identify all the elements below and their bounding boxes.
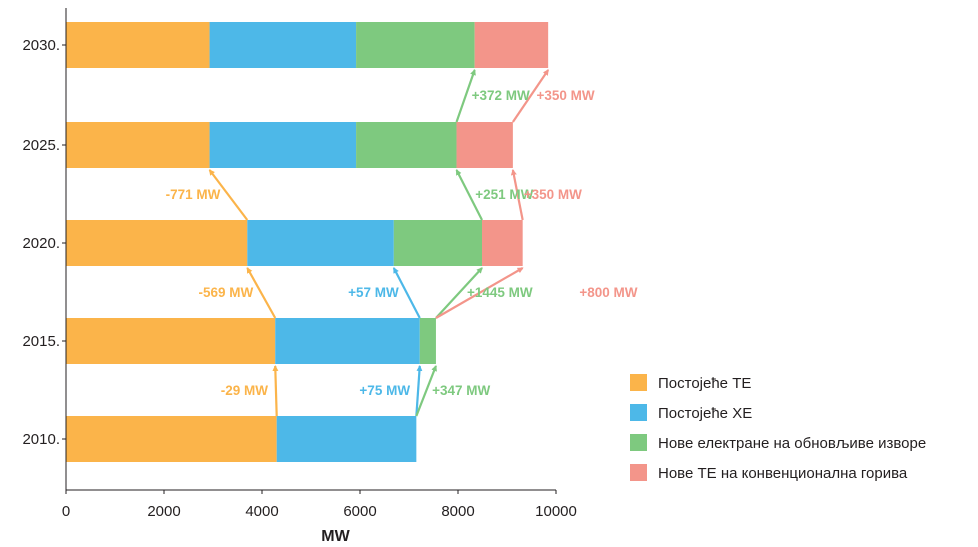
- bar-segment-2-3: [356, 122, 457, 168]
- change-arrow: [272, 365, 279, 417]
- bar-segment-2-1: [419, 318, 436, 364]
- change-annotation: +800 MW: [579, 285, 637, 300]
- change-arrow: [208, 169, 249, 221]
- change-annotation: +350 MW: [524, 187, 582, 202]
- legend-swatch: [630, 404, 647, 421]
- bar-segment-0-3: [66, 122, 210, 168]
- change-arrow: [455, 69, 476, 123]
- change-arrow: [415, 365, 437, 417]
- bar-segment-1-4: [209, 22, 357, 68]
- change-annotation: +347 MW: [432, 383, 490, 398]
- bar-segment-1-3: [209, 122, 357, 168]
- x-tick-label: 0: [62, 503, 70, 520]
- change-annotation: +57 MW: [348, 285, 399, 300]
- category-label: 2020.: [22, 235, 60, 252]
- change-arrow: [392, 267, 421, 319]
- bar-segment-0-1: [66, 318, 276, 364]
- legend-label: Нове електране на обновљиве изворе: [658, 435, 926, 452]
- bar-segment-3-3: [456, 122, 513, 168]
- bar-segment-2-4: [356, 22, 475, 68]
- bar-segment-1-1: [275, 318, 420, 364]
- bars: [66, 22, 549, 462]
- legend-label: Нове ТЕ на конвенционална горива: [658, 465, 908, 482]
- category-label: 2010.: [22, 431, 60, 448]
- change-annotation: +350 MW: [537, 88, 595, 103]
- change-arrows: [208, 69, 550, 417]
- legend-label: Постојеће ХЕ: [658, 405, 752, 422]
- bar-segment-1-2: [247, 220, 394, 266]
- bar-segment-3-4: [474, 22, 549, 68]
- change-arrow: [435, 267, 483, 319]
- change-annotation: +75 MW: [359, 383, 410, 398]
- change-arrow: [511, 69, 550, 123]
- bar-segment-0-4: [66, 22, 210, 68]
- bar-segment-0-2: [66, 220, 248, 266]
- category-label: 2030.: [22, 37, 60, 54]
- change-arrow: [510, 169, 524, 221]
- change-annotation: +1445 MW: [467, 285, 533, 300]
- x-tick-label: 6000: [343, 503, 376, 520]
- change-arrow: [435, 267, 524, 319]
- change-arrow: [415, 365, 423, 417]
- legend-label: Постојеће ТЕ: [658, 375, 751, 392]
- change-annotation: +251 MW: [475, 187, 533, 202]
- change-annotation: -569 MW: [198, 285, 253, 300]
- axes: [62, 8, 557, 494]
- x-tick-label: 8000: [441, 503, 474, 520]
- change-arrow: [246, 267, 277, 319]
- legend: Постојеће ТЕ Постојеће ХЕ Нове електране н…: [630, 374, 926, 482]
- change-annotation: +372 MW: [472, 88, 530, 103]
- change-annotation: -771 MW: [166, 187, 221, 202]
- x-tick-label: 4000: [245, 503, 278, 520]
- legend-swatch: [630, 434, 647, 451]
- x-axis-label: MW: [321, 528, 350, 545]
- x-tick-label: 10000: [535, 503, 577, 520]
- bar-segment-3-2: [482, 220, 523, 266]
- legend-swatch: [630, 374, 647, 391]
- labels: 2010. 2015. 2020. 2025. 2030. 0 2000 4000 6000 80…: [22, 37, 637, 545]
- category-label: 2015.: [22, 333, 60, 350]
- change-annotation: -29 MW: [221, 383, 269, 398]
- bar-segment-1-0: [276, 416, 417, 462]
- category-label: 2025.: [22, 137, 60, 154]
- x-tick-label: 2000: [147, 503, 180, 520]
- legend-swatch: [630, 464, 647, 481]
- change-arrow: [455, 169, 483, 221]
- bar-segment-2-2: [393, 220, 483, 266]
- bar-segment-0-0: [66, 416, 277, 462]
